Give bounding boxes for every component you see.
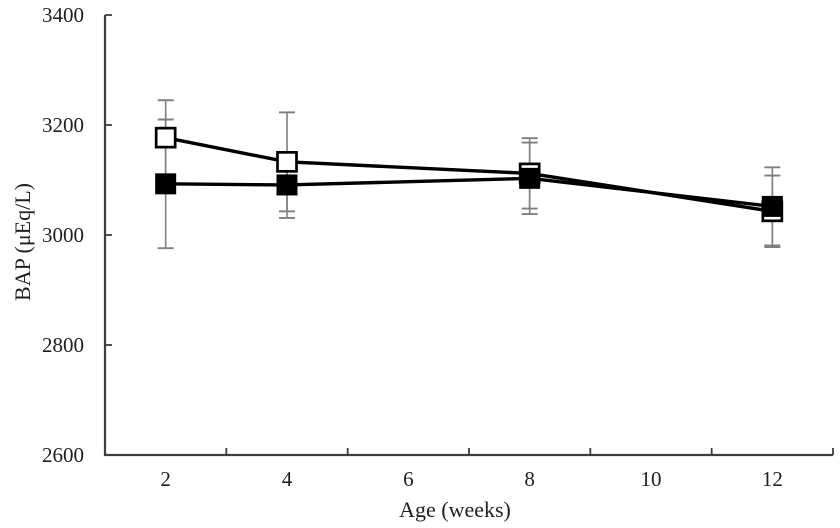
data-point-marker-filled-square [276, 174, 298, 196]
series-line-filled-square-group [165, 176, 773, 209]
data-point-marker-filled-square [761, 195, 783, 217]
x-tick-label: 6 [403, 467, 414, 491]
y-tick-label: 3200 [42, 113, 84, 137]
x-tick-label: 2 [160, 467, 171, 491]
data-point-marker-open-square [276, 151, 298, 173]
x-tick-label: 12 [762, 467, 783, 491]
x-tick-label: 10 [641, 467, 662, 491]
data-point-marker-filled-square [155, 173, 177, 195]
plot-layer: 2600 2800 3000 3200 3400 2 4 6 8 10 12 [42, 3, 834, 491]
x-axis-title: Age (weeks) [399, 497, 511, 522]
data-point-marker-filled-square [519, 167, 541, 189]
x-tick-label: 8 [524, 467, 535, 491]
data-point-marker-open-square [154, 126, 177, 149]
y-tick-label: 3000 [42, 223, 84, 247]
series-line-open-square-group [165, 135, 773, 214]
y-tick-label: 2600 [42, 443, 84, 467]
x-tick-label: 4 [282, 467, 293, 491]
y-tick-label: 2800 [42, 333, 84, 357]
y-axis-title: BAP (μEq/L) [10, 183, 35, 301]
y-tick-label: 3400 [42, 3, 84, 27]
